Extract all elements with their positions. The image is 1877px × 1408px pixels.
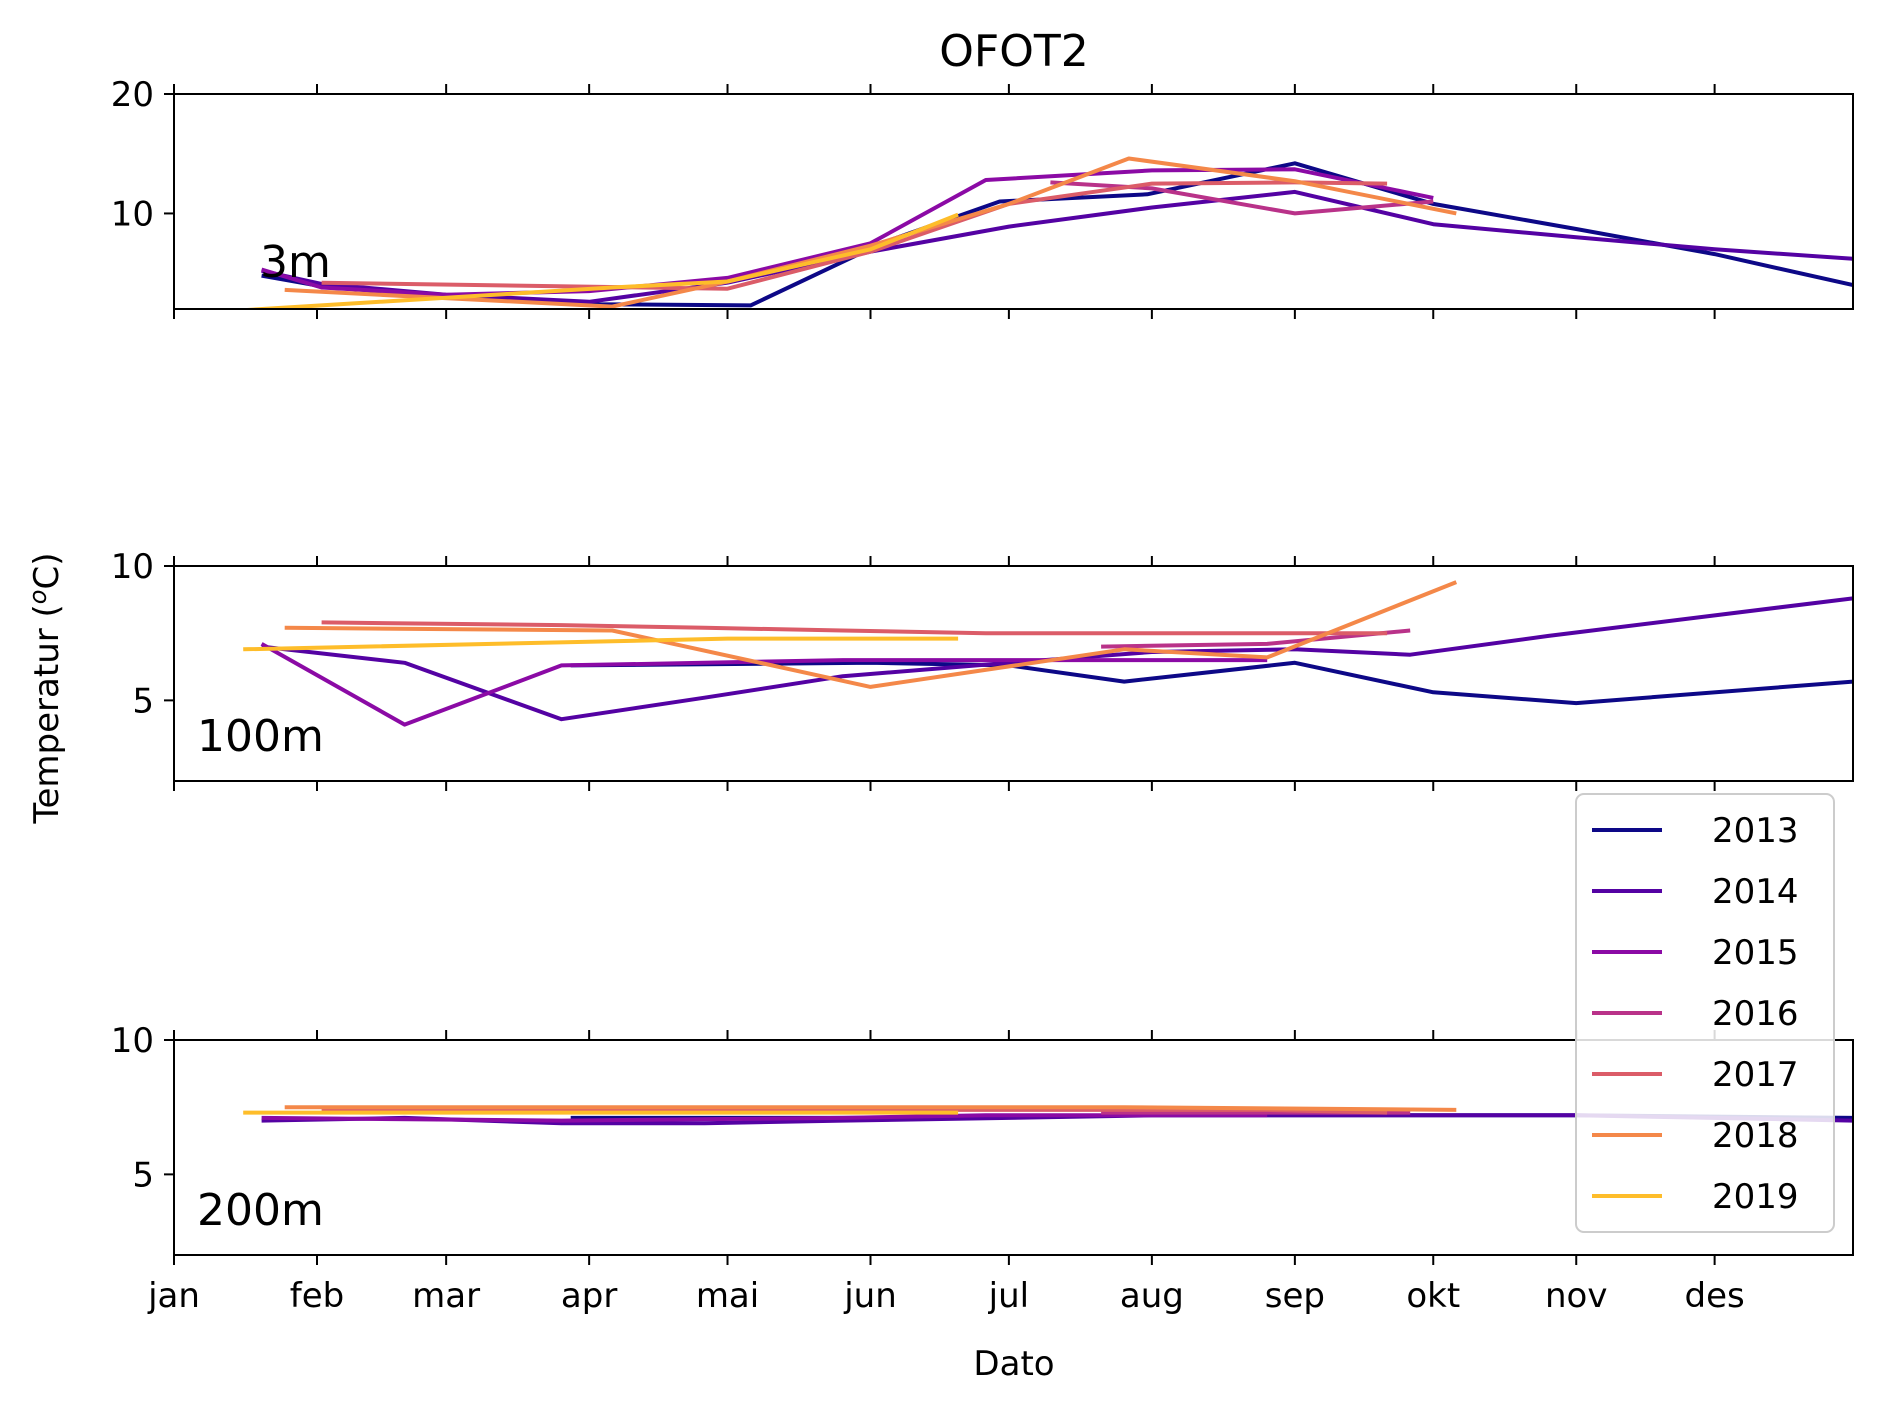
y-tick-label: 20 [111,75,154,115]
depth-label-3m: 3m [260,237,331,288]
y-tick-label: 10 [111,547,154,587]
x-axis-label: Dato [973,1344,1054,1384]
x-tick-label-nov: nov [1545,1276,1607,1316]
x-tick-label-jul: jul [988,1276,1029,1316]
depth-label-100m: 100m [197,711,324,762]
x-tick-label-sep: sep [1265,1276,1325,1316]
series-line-2018 [284,156,1457,309]
series-line-2017 [321,620,1388,636]
x-tick-label-jun: jun [843,1276,897,1316]
legend-label-2018: 2018 [1712,1116,1799,1156]
plot-frame [173,1039,1854,1256]
plot-frame [173,565,1854,782]
x-tick-label-des: des [1685,1276,1745,1316]
y-axis-label: Temperatur (oC) [24,553,67,825]
panels-layer: 10 20 3m 5 10 100m jan feb mar apr mai jun jul aug sep… [111,75,1854,1316]
x-tick-label-jan: jan [147,1276,200,1316]
series-group [243,580,1853,727]
y-tick-label: 5 [132,1155,154,1195]
series-line-2019 [243,636,959,652]
x-tick-label-okt: okt [1406,1276,1460,1316]
series-line-2017 [321,1107,1388,1115]
legend-label-2015: 2015 [1712,933,1799,973]
legend-label-2019: 2019 [1712,1177,1799,1217]
legend-box [1575,793,1835,1233]
x-tick-label-apr: apr [561,1276,617,1316]
series-group [243,1105,1853,1126]
series-line-2018 [284,580,1458,689]
x-tick-label-mar: mar [412,1276,480,1316]
series-line-2016 [1050,180,1434,216]
y-tick-label: 10 [111,1021,154,1061]
x-tick-label-feb: feb [290,1276,344,1316]
series-line-2018 [284,1105,1457,1112]
series-line-2013 [570,660,1853,706]
y-tick-label: 5 [132,681,154,721]
legend-label-2013: 2013 [1712,811,1799,851]
series-group [243,156,1853,309]
series-line-2014 [261,596,1853,722]
panel-200m: jan feb mar apr mai jun jul aug sep okt nov des 5 10 2… [111,1021,1854,1316]
legend-label-2016: 2016 [1712,994,1799,1034]
series-line-2015 [261,167,1434,297]
y-axis-label-unit: C) [27,553,67,590]
series-line-2015 [261,1113,1268,1123]
series-line-2019 [243,212,959,309]
x-tick-label-mai: mai [696,1276,759,1316]
y-axis-label-text: Temperatur ( [27,604,67,824]
legend-label-2017: 2017 [1712,1055,1799,1095]
legend: 2013 2014 2015 2016 2017 2018 2019 [1575,793,1835,1233]
panel-100m: 5 10 100m [111,547,1854,791]
chart-title: OFOT2 [939,26,1088,77]
y-axis-label-superscript: o [24,590,52,605]
plot-frame [173,93,1854,310]
legend-label-2014: 2014 [1712,872,1799,912]
x-tick-label-aug: aug [1120,1276,1184,1316]
y-tick-label: 10 [111,194,154,234]
panel-3m: 10 20 3m [111,75,1854,319]
series-line-2015 [260,642,1268,727]
depth-label-200m: 200m [197,1185,324,1236]
